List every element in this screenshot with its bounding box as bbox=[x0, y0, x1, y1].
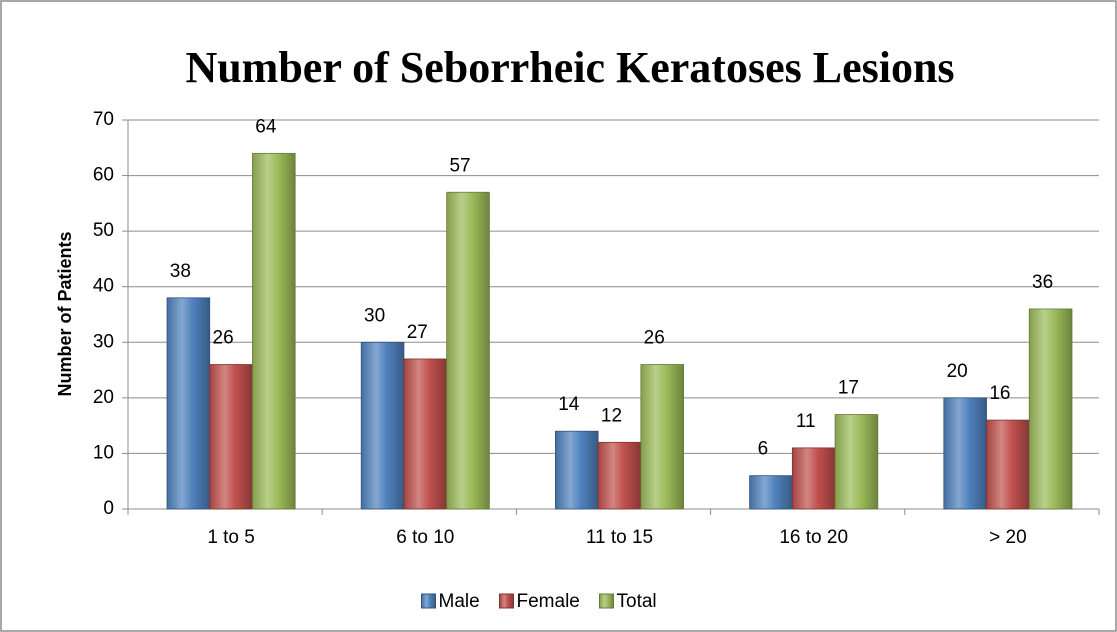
bar bbox=[252, 152, 296, 510]
data-label: 6 bbox=[758, 439, 769, 460]
chart-title: Number of Seborrheic Keratoses Lesions bbox=[185, 43, 954, 92]
legend-label: Male bbox=[439, 591, 480, 612]
x-tick-label: > 20 bbox=[989, 527, 1027, 548]
legend-swatch bbox=[421, 593, 436, 609]
data-label: 26 bbox=[213, 328, 234, 349]
bar bbox=[791, 447, 836, 510]
y-tick-label: 20 bbox=[93, 387, 114, 408]
legend-swatch bbox=[499, 593, 514, 609]
y-tick-label: 30 bbox=[93, 331, 114, 352]
y-tick-label: 40 bbox=[93, 276, 114, 297]
y-axis-label: Number of Patients bbox=[55, 231, 75, 396]
data-label: 11 bbox=[796, 411, 816, 432]
x-tick-label: 6 to 10 bbox=[396, 527, 454, 548]
bar bbox=[360, 341, 405, 510]
data-label: 20 bbox=[947, 361, 968, 382]
bar bbox=[943, 397, 987, 510]
y-tick-label: 10 bbox=[93, 442, 114, 463]
x-tick-label: 11 to 15 bbox=[586, 527, 653, 548]
data-label: 30 bbox=[364, 305, 385, 326]
bar bbox=[555, 430, 599, 510]
data-label: 64 bbox=[255, 116, 277, 137]
x-tick-label: 1 to 5 bbox=[207, 527, 255, 548]
legend-swatch bbox=[599, 593, 614, 609]
legend-label: Female bbox=[517, 591, 580, 612]
y-tick-label: 50 bbox=[93, 220, 114, 241]
bar bbox=[1028, 308, 1073, 510]
bar bbox=[597, 441, 642, 510]
data-label: 38 bbox=[170, 261, 191, 282]
bar bbox=[834, 414, 879, 510]
bar bbox=[986, 419, 1030, 510]
bar bbox=[640, 364, 684, 510]
x-tick-label: 16 to 20 bbox=[779, 527, 848, 548]
bar bbox=[446, 191, 490, 510]
data-label: 26 bbox=[644, 328, 665, 349]
data-label: 17 bbox=[838, 378, 859, 399]
data-label: 36 bbox=[1032, 272, 1053, 293]
y-tick-label: 60 bbox=[93, 165, 114, 186]
bar bbox=[403, 358, 448, 510]
bar bbox=[749, 475, 793, 510]
y-tick-label: 70 bbox=[93, 109, 114, 130]
data-label: 57 bbox=[449, 155, 470, 176]
data-label: 12 bbox=[601, 405, 622, 426]
bar bbox=[166, 297, 211, 510]
data-label: 16 bbox=[989, 383, 1010, 404]
y-tick-label: 0 bbox=[103, 498, 114, 519]
bar bbox=[209, 364, 253, 510]
data-label: 14 bbox=[558, 394, 580, 415]
data-label: 27 bbox=[407, 322, 428, 343]
legend-label: Total bbox=[617, 591, 657, 612]
